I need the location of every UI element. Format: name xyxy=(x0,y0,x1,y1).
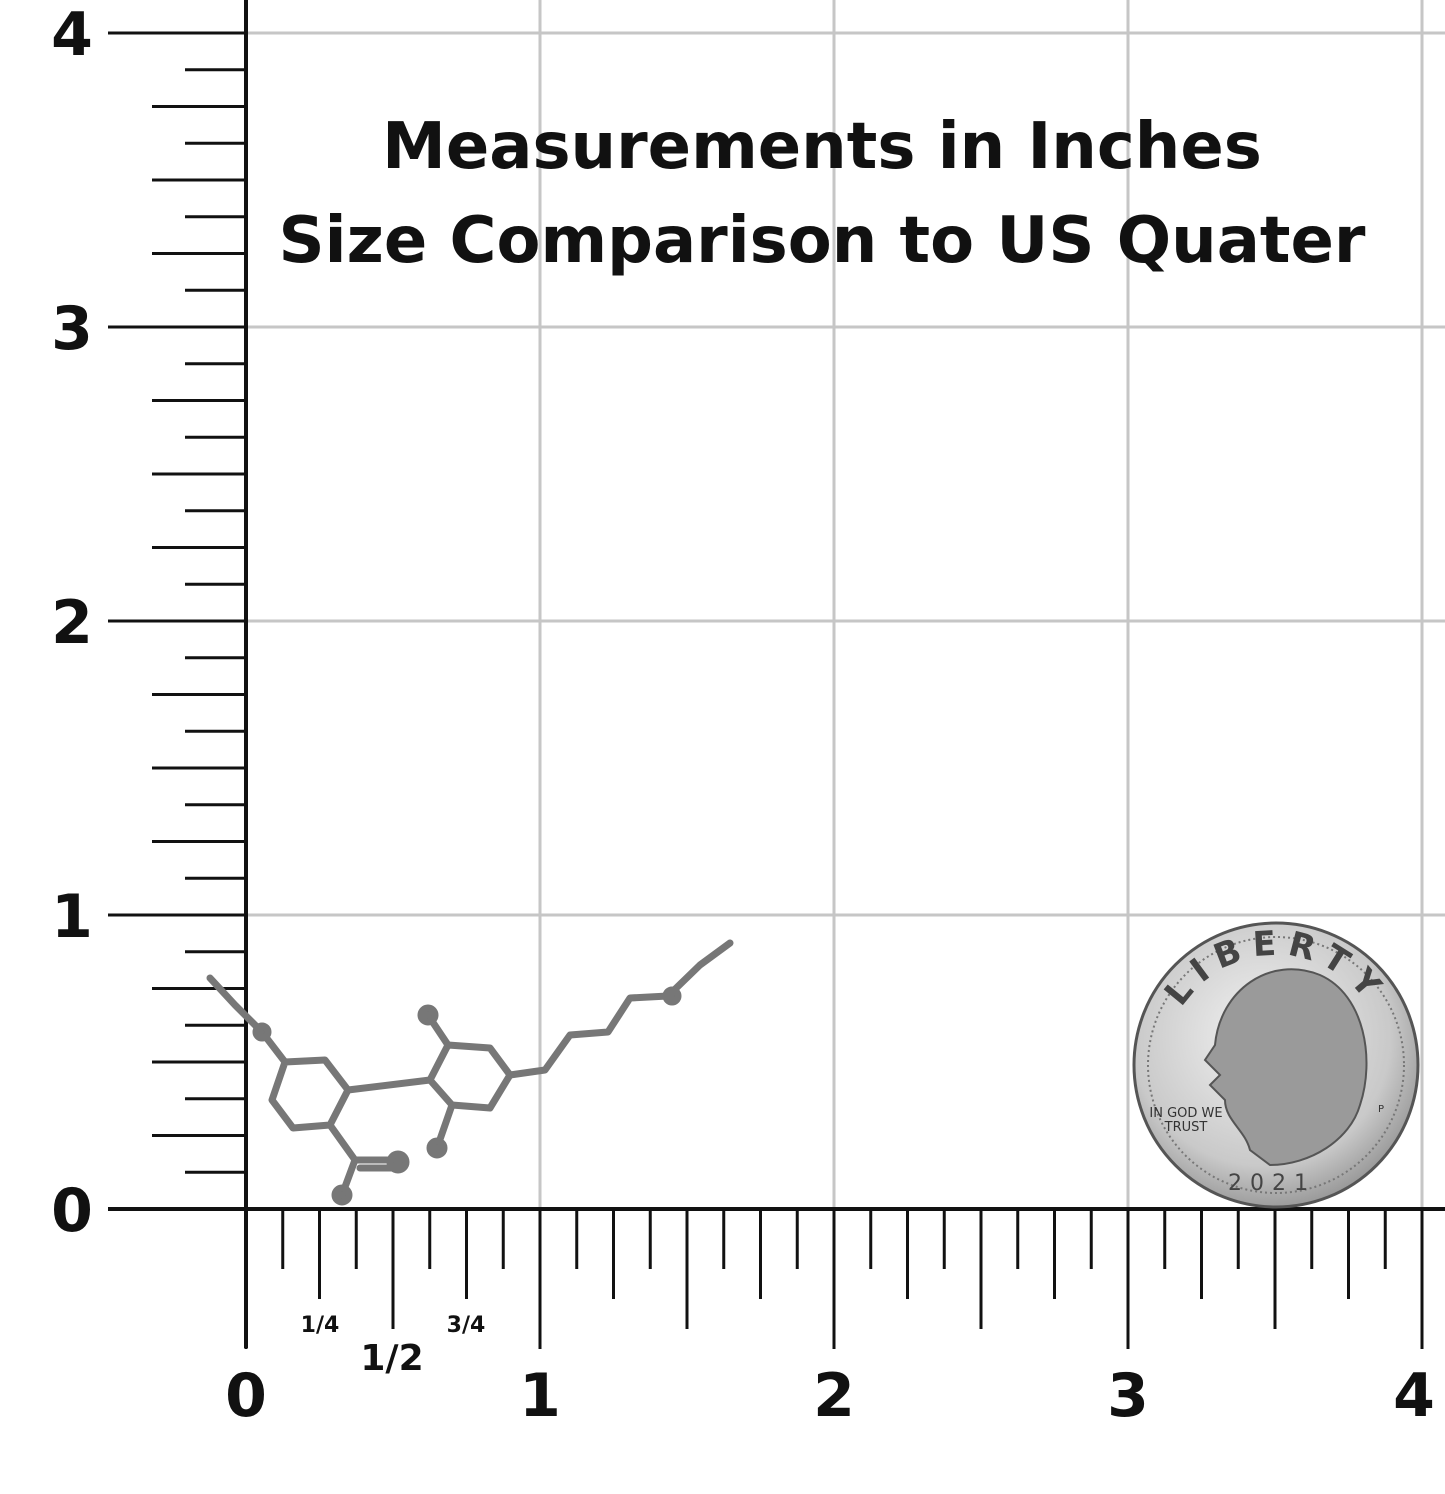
coin-inner-rim xyxy=(1147,936,1405,1194)
ruler-ticks xyxy=(108,31,1424,1349)
y-label: 1 xyxy=(51,882,93,952)
y-label: 3 xyxy=(51,294,93,364)
fraction-label: 1/2 xyxy=(360,1338,423,1379)
coin-motto: IN GOD WE xyxy=(1149,1106,1222,1121)
coin-year: 2021 xyxy=(1228,1171,1316,1196)
fraction-label: 1/4 xyxy=(301,1313,340,1338)
coin-mint: P xyxy=(1378,1104,1384,1115)
y-label: 4 xyxy=(51,0,93,70)
coin-portrait xyxy=(1203,968,1368,1167)
grid xyxy=(246,0,1445,1209)
coin-motto: TRUST xyxy=(1164,1120,1208,1135)
molecule-pendant xyxy=(206,939,734,1206)
x-label: 1 xyxy=(519,1361,561,1431)
x-label: 4 xyxy=(1393,1361,1435,1431)
x-label: 3 xyxy=(1107,1361,1149,1431)
title-line: Size Comparison to US Quater xyxy=(279,204,1366,278)
title-line: Measurements in Inches xyxy=(382,110,1262,184)
y-label: 0 xyxy=(51,1176,93,1246)
y-label: 2 xyxy=(51,588,93,658)
x-label: 2 xyxy=(813,1361,855,1431)
fraction-label: 3/4 xyxy=(447,1313,486,1338)
x-label: 0 xyxy=(225,1361,267,1431)
quarter-coin: LIBERTY IN GOD WE TRUST 2021 P xyxy=(1132,921,1420,1209)
